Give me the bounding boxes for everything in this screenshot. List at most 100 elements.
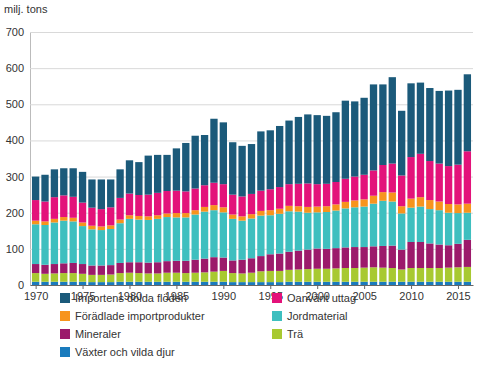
x-tick-mark [317, 285, 318, 289]
bar-segment [436, 210, 443, 244]
legend-label: Mineraler [75, 328, 121, 340]
x-tick-label: 1970 [24, 290, 48, 302]
bar-segment [107, 282, 114, 285]
bar-segment [41, 202, 48, 222]
bar-segment [154, 282, 161, 285]
bar-segment [332, 204, 339, 210]
bar-segment [379, 246, 386, 268]
bar-segment [126, 219, 133, 262]
bar-segment [389, 282, 396, 285]
bar-segment [192, 282, 199, 285]
bar-segment [295, 117, 302, 184]
bar-segment [126, 194, 133, 216]
legend-item: Importens dolda flöden [60, 292, 187, 304]
bar-segment [116, 198, 123, 220]
y-tick-label: 200 [6, 207, 24, 219]
bar-segment [154, 262, 161, 273]
bar-segment [464, 282, 471, 285]
bar-segment [398, 213, 405, 249]
bar-segment [360, 207, 367, 247]
bar-segment [389, 164, 396, 193]
bar-segment [398, 111, 405, 176]
bar-segment [267, 210, 274, 215]
bar-segment [314, 212, 321, 248]
bar-segment [210, 272, 217, 282]
bar-segment [314, 248, 321, 268]
bar-segment [154, 219, 161, 262]
bar-segment [398, 206, 405, 213]
bar-segment [192, 188, 199, 210]
bar-segment [314, 269, 321, 282]
x-tick-mark [83, 285, 84, 289]
bar-segment [285, 252, 292, 270]
bar-segment [323, 184, 330, 206]
bar-segment [398, 250, 405, 270]
bar-segment [220, 184, 227, 207]
bar-segment [107, 207, 114, 225]
series [32, 282, 471, 285]
legend-swatch [272, 311, 282, 321]
legend-label: Trä [287, 328, 304, 340]
bar-segment [60, 273, 67, 282]
bar-segment [379, 165, 386, 192]
bar-segment [257, 271, 264, 282]
bar-segment [238, 216, 245, 220]
bar-segment [32, 177, 39, 200]
legend: Importens dolda flödenOanvänt uttagFöräd… [60, 292, 356, 358]
bar-segment [88, 226, 95, 230]
bar-segment [220, 207, 227, 212]
bar-segment [145, 282, 152, 285]
bar-segment [342, 202, 349, 209]
bar-segment [210, 282, 217, 285]
bar-segment [192, 210, 199, 214]
bar-segment [201, 207, 208, 212]
bar-segment [360, 282, 367, 285]
bar-segment [145, 263, 152, 274]
y-axis: 0100200300400500600700 [6, 26, 473, 291]
bar-segment [79, 203, 86, 223]
bar-segment [182, 191, 189, 213]
bar-segment [210, 257, 217, 271]
bar-segment [379, 201, 386, 246]
bar-segment [238, 221, 245, 260]
bar-segment [248, 273, 255, 282]
bar-segment [98, 209, 105, 226]
bar-segment [98, 275, 105, 282]
bar-segment [379, 84, 386, 165]
bar-segment [173, 282, 180, 285]
x-tick-mark [36, 285, 37, 289]
bar-segment [79, 222, 86, 226]
bar-segment [145, 216, 152, 220]
bar-segment [314, 207, 321, 213]
bar-segment [98, 226, 105, 230]
bar-segment [276, 187, 283, 209]
bar-segment [445, 282, 452, 285]
bar-segment [201, 272, 208, 281]
bar-segment [51, 273, 58, 281]
bar-segment [116, 273, 123, 282]
bar-segment [454, 244, 461, 267]
bar-segment [323, 282, 330, 285]
bar-segment [407, 83, 414, 157]
bar-segment [135, 216, 142, 220]
bar-segment [454, 204, 461, 213]
grid-line [30, 104, 473, 105]
bar-segment [173, 217, 180, 260]
bar-segment [229, 215, 236, 219]
bar-segment [276, 271, 283, 282]
bar-segment [201, 212, 208, 259]
bar-segment [285, 282, 292, 285]
bar-segment [51, 282, 58, 285]
bar-segment [464, 151, 471, 203]
bar-segment [163, 213, 170, 217]
bar-segment [389, 192, 396, 201]
x-tick-label: 2015 [446, 290, 470, 302]
bar-segment [323, 116, 330, 184]
legend-label: Oanvänt uttag [287, 292, 356, 304]
x-tick: 1970 [24, 285, 48, 302]
bar-segment [285, 121, 292, 185]
bar-segment [163, 217, 170, 261]
x-tick-mark [223, 285, 224, 289]
grid-line [30, 285, 473, 286]
x-tick-mark [270, 285, 271, 289]
